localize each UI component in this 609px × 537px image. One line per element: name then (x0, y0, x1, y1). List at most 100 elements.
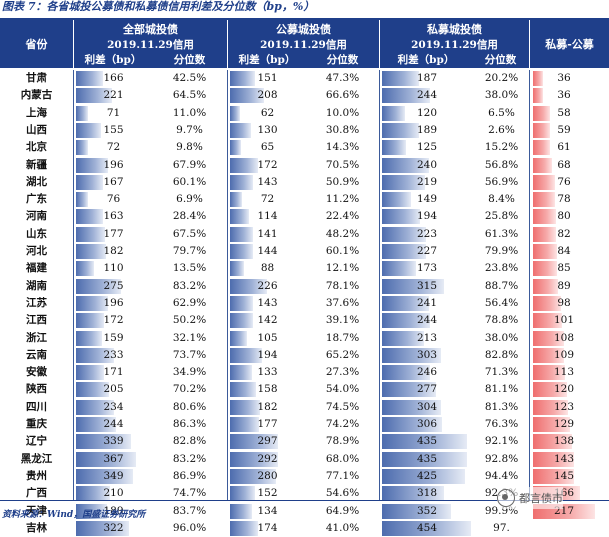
public-spread-bar (230, 486, 255, 502)
diff-spread-value: 59 (557, 123, 571, 136)
header-group-date: 2019.11.29信用 (411, 39, 498, 51)
all-percentile: 83.7% (172, 504, 207, 517)
table-row: 河北 182 79.7% 144 60.1% 227 79.9% 84 (0, 243, 609, 260)
public-percentile: 27.3% (325, 366, 360, 379)
all-spread-bar (76, 365, 104, 381)
table-row: 新疆 196 67.9% 172 70.5% 240 56.8% 68 (0, 157, 609, 174)
private-spread-bar (382, 365, 430, 381)
private-spread-bar (382, 330, 424, 346)
all-spread-bar (76, 71, 103, 86)
province-name: 福建 (26, 262, 47, 275)
private-spread-bar (382, 399, 441, 415)
private-spread-value: 303 (416, 348, 438, 361)
private-spread-bar (382, 192, 411, 208)
private-spread-bar (382, 157, 429, 173)
private-percentile: 82.8% (484, 348, 519, 361)
all-spread-bar (76, 451, 136, 467)
table-row: 山西 155 9.7% 130 30.8% 189 2.6% 59 (0, 122, 609, 139)
all-spread-value: 171 (103, 366, 124, 379)
header-pct-label: 分位数 (484, 54, 517, 66)
public-spread-value: 172 (257, 158, 278, 171)
wechat-icon (497, 489, 515, 507)
public-spread-bar (230, 365, 252, 381)
public-spread-value: 62 (260, 106, 275, 119)
diff-spread-bar (533, 71, 543, 86)
public-percentile: 10.0% (325, 106, 360, 119)
private-spread-value: 240 (416, 158, 438, 171)
province-name: 山西 (26, 123, 47, 136)
all-spread-bar (76, 140, 88, 156)
province-name: 广西 (26, 487, 47, 500)
watermark: 都言债市 (497, 487, 563, 509)
diff-spread-value: 143 (553, 452, 575, 465)
all-spread-value: 76 (106, 193, 121, 206)
private-spread-value: 306 (416, 418, 438, 430)
public-spread-value: 182 (257, 400, 278, 413)
public-spread-value: 143 (257, 175, 278, 188)
private-spread-value: 219 (416, 175, 438, 188)
diff-spread-value: 61 (557, 141, 571, 154)
private-spread-value: 149 (416, 193, 438, 206)
table-row: 浙江 159 32.1% 105 18.7% 213 38.0% 108 (0, 330, 609, 347)
public-spread-value: 226 (257, 279, 278, 292)
private-spread-value: 227 (416, 245, 438, 257)
private-spread-bar (382, 244, 426, 259)
private-percentile: 38.0% (484, 331, 519, 344)
public-spread-bar (230, 174, 253, 190)
diff-spread-value: 82 (557, 227, 571, 240)
public-spread-bar (230, 261, 244, 277)
all-spread-bar (76, 88, 112, 104)
private-spread-bar (382, 451, 467, 467)
province-name: 吉林 (26, 521, 47, 534)
table-row: 北京 72 9.8% 65 14.3% 125 15.2% 61 (0, 139, 609, 156)
private-percentile: 97. (493, 521, 510, 534)
private-percentile: 56.4% (484, 296, 519, 309)
header-spread-label: 利差（bp） (397, 54, 455, 66)
diff-spread-bar (533, 174, 555, 190)
province-name: 内蒙古 (20, 89, 53, 102)
figure-title: 图表 7：各省城投公募债和私募债信用利差及分位数（bp，%） (2, 0, 315, 13)
public-spread-value: 208 (257, 89, 278, 102)
public-spread-bar (230, 468, 276, 484)
table-row: 四川 234 80.6% 182 74.5% 304 81.3% 123 (0, 399, 609, 416)
private-spread-bar (382, 88, 430, 104)
table-row: 江苏 196 62.9% 143 37.6% 241 56.4% 98 (0, 295, 609, 312)
table-row: 湖北 167 60.1% 143 50.9% 219 56.9% 76 (0, 174, 609, 191)
all-spread-bar (76, 486, 110, 502)
private-spread-bar (382, 209, 420, 225)
all-percentile: 9.7% (176, 123, 203, 136)
all-spread-value: 244 (103, 418, 124, 430)
table-row: 内蒙古 221 64.5% 208 66.6% 244 38.0% 36 (0, 87, 609, 104)
province-name: 上海 (26, 106, 47, 119)
all-spread-bar (76, 244, 106, 259)
header-group-date: 2019.11.29信用 (107, 39, 194, 51)
table-row: 山东 177 67.5% 141 48.2% 223 61.3% 82 (0, 226, 609, 243)
public-percentile: 60.1% (325, 245, 360, 257)
public-percentile: 12.1% (325, 262, 360, 275)
private-spread-value: 187 (416, 72, 438, 84)
all-spread-value: 167 (103, 175, 124, 188)
public-spread-value: 88 (260, 262, 275, 275)
all-percentile: 6.9% (176, 193, 203, 206)
diff-spread-value: 108 (553, 331, 575, 344)
diff-spread-value: 138 (553, 435, 575, 448)
private-percentile: 25.8% (484, 210, 519, 223)
public-spread-value: 114 (257, 210, 278, 223)
diff-spread-value: 58 (557, 106, 571, 119)
all-spread-value: 177 (103, 227, 124, 240)
diff-spread-bar (533, 88, 543, 104)
private-spread-value: 315 (416, 279, 438, 292)
header-group-public: 公募城投债 2019.11.29信用 利差（bp） 分位数 (228, 20, 379, 68)
all-percentile: 42.5% (172, 72, 207, 84)
bottom-rule (0, 500, 609, 501)
table-row: 黑龙江 367 83.2% 292 68.0% 435 92.8% 143 (0, 451, 609, 468)
province-name: 江苏 (26, 296, 47, 309)
public-spread-value: 158 (257, 383, 278, 396)
private-spread-value: 246 (416, 366, 438, 379)
header-spread-label: 利差（bp） (238, 54, 296, 66)
all-percentile: 67.9% (172, 158, 207, 171)
watermark-text: 都言债市 (519, 492, 563, 505)
private-percentile: 81.1% (484, 383, 519, 396)
private-spread-value: 241 (416, 296, 438, 309)
all-spread-bar (76, 417, 116, 432)
